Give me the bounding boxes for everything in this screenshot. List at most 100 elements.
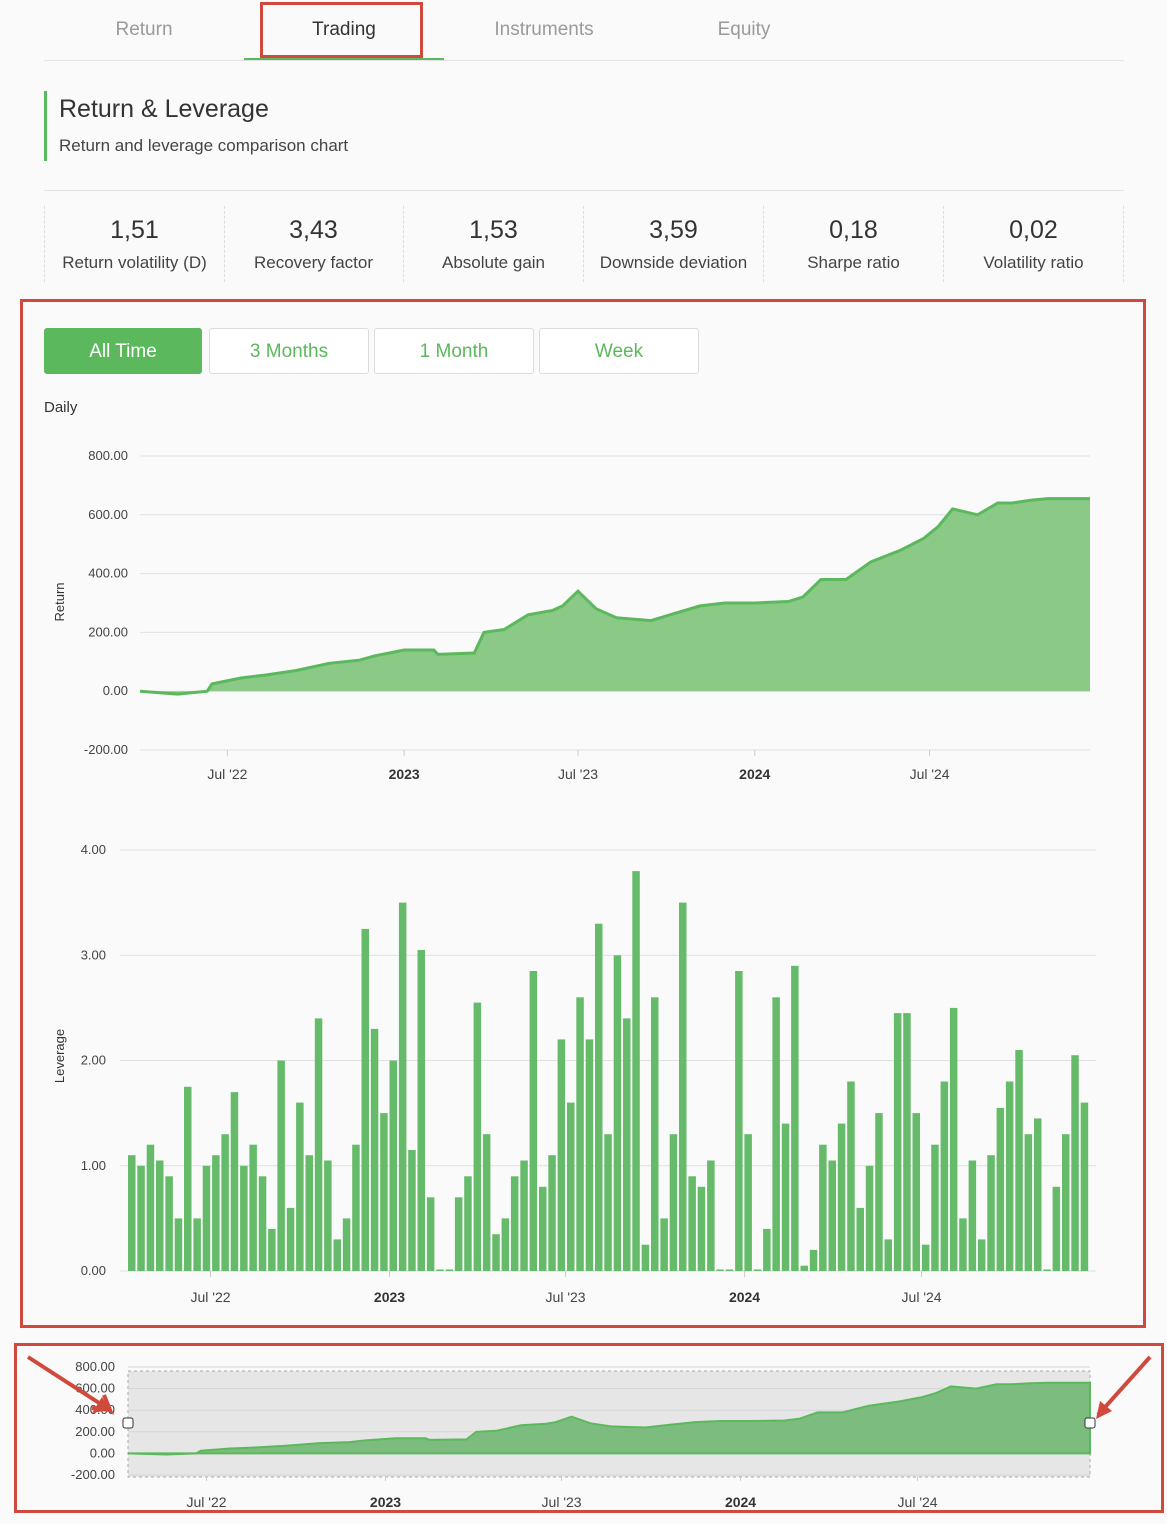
stat-volatility-ratio: 0,02 Volatility ratio: [944, 206, 1124, 282]
leverage-bar: [791, 965, 799, 1271]
leverage-bar: [520, 1160, 528, 1271]
leverage-bar: [268, 1228, 276, 1271]
range-all-time-button[interactable]: All Time: [44, 328, 202, 374]
leverage-y-tick: 3.00: [81, 947, 106, 962]
stat-return-volatility: 1,51 Return volatility (D): [44, 206, 225, 282]
leverage-bar: [688, 1176, 696, 1271]
leverage-bar: [333, 1239, 341, 1271]
leverage-bar: [604, 1134, 612, 1271]
leverage-bar: [1015, 1050, 1023, 1271]
leverage-bar: [240, 1165, 248, 1272]
return-y-tick: 400.00: [88, 566, 128, 581]
return-y-tick: 800.00: [88, 448, 128, 463]
leverage-bar: [445, 1269, 454, 1271]
return-y-tick: -200.00: [84, 742, 128, 757]
leverage-bar: [352, 1144, 360, 1271]
leverage-bar: [651, 997, 659, 1271]
leverage-bar: [510, 1176, 519, 1271]
leverage-axis-label: Leverage: [52, 1029, 67, 1083]
stat-value: 3,59: [649, 216, 698, 244]
return-x-tick: Jul '23: [558, 766, 598, 782]
leverage-bar: [342, 1218, 351, 1271]
leverage-bar: [1080, 1102, 1089, 1271]
tab-instruments[interactable]: Instruments: [494, 19, 594, 40]
return-line: [139, 497, 1090, 696]
leverage-bar: [856, 1207, 864, 1271]
navigator-x-tick: Jul '22: [187, 1494, 227, 1510]
tab-equity[interactable]: Equity: [717, 19, 771, 40]
leverage-bar: [146, 1144, 155, 1271]
leverage-bar: [212, 1155, 220, 1271]
range-week-button[interactable]: Week: [539, 328, 699, 374]
leverage-bar: [819, 1144, 827, 1271]
leverage-bar: [772, 997, 780, 1271]
leverage-bar: [996, 1107, 1005, 1271]
leverage-bar: [893, 1013, 902, 1271]
leverage-bar: [380, 1113, 388, 1271]
leverage-bar: [585, 1039, 594, 1271]
stats-row: 1,51 Return volatility (D) 3,43 Recovery…: [44, 206, 1124, 282]
leverage-bar: [1062, 1134, 1070, 1271]
leverage-x-tick: Jul '24: [902, 1289, 942, 1305]
navigator-y-tick: 0.00: [90, 1445, 115, 1460]
arrow-right-icon: [1096, 1355, 1152, 1417]
leverage-bar: [557, 1039, 566, 1271]
leverage-bar: [567, 1102, 575, 1271]
section-subtitle: Return and leverage comparison chart: [59, 136, 349, 155]
section-header: Return & Leverage Return and leverage co…: [44, 91, 348, 161]
stat-value: 0,18: [829, 216, 878, 244]
stat-value: 3,43: [289, 216, 338, 244]
range-1-month-button[interactable]: 1 Month: [374, 328, 534, 374]
leverage-bar: [473, 1002, 482, 1271]
leverage-x-tick: 2024: [729, 1289, 760, 1305]
leverage-bar: [800, 1265, 808, 1271]
leverage-bar: [968, 1160, 977, 1271]
leverage-bar: [548, 1155, 556, 1271]
leverage-bar: [258, 1176, 267, 1271]
leverage-bar: [417, 950, 425, 1271]
leverage-y-tick: 0.00: [81, 1263, 106, 1278]
navigator-left-handle[interactable]: [122, 1417, 134, 1429]
leverage-chart: 4.00 3.00 2.00 1.00 0.00 Jul '22 2023 Jul '23 2…: [52, 842, 1096, 1305]
leverage-bar: [482, 1134, 491, 1271]
leverage-bar: [828, 1160, 836, 1271]
tab-trading[interactable]: Trading: [244, 0, 444, 60]
leverage-bar: [277, 1060, 285, 1271]
leverage-bar: [539, 1186, 547, 1271]
leverage-bar: [389, 1060, 397, 1271]
leverage-bar: [697, 1186, 706, 1271]
leverage-bar: [174, 1218, 183, 1271]
stat-label: Volatility ratio: [983, 253, 1084, 272]
leverage-bar: [286, 1207, 295, 1271]
leverage-bar: [398, 902, 407, 1271]
leverage-bar: [865, 1165, 874, 1272]
arrow-left-head-icon: [92, 1397, 110, 1413]
navigator-right-handle[interactable]: [1084, 1417, 1096, 1429]
stat-label: Return volatility (D): [62, 253, 207, 272]
leverage-bar: [1052, 1186, 1061, 1271]
return-y-tick: 200.00: [88, 624, 128, 639]
leverage-bar: [576, 997, 584, 1271]
range-3-months-button[interactable]: 3 Months: [209, 328, 369, 374]
leverage-bar: [202, 1165, 211, 1272]
arrow-right-head-icon: [1096, 1401, 1112, 1419]
leverage-bar: [314, 1018, 323, 1271]
leverage-bar: [613, 955, 622, 1272]
leverage-bar: [707, 1160, 715, 1271]
leverage-x-tick: Jul '23: [546, 1289, 586, 1305]
leverage-bar: [744, 1134, 752, 1271]
return-x-tick: 2024: [739, 766, 770, 782]
leverage-bar: [931, 1144, 939, 1271]
return-x-tick: Jul '24: [910, 766, 950, 782]
leverage-bar: [305, 1155, 313, 1271]
leverage-y-tick: 4.00: [81, 842, 106, 857]
return-x-tick: Jul '22: [207, 766, 247, 782]
leverage-bar: [454, 1197, 463, 1271]
leverage-bar: [847, 1081, 855, 1271]
leverage-bar: [623, 1018, 631, 1271]
return-chart: 800.00 600.00 400.00 200.00 0.00 -200.00 Jul …: [52, 448, 1090, 782]
tab-return[interactable]: Return: [115, 19, 173, 40]
leverage-bar: [809, 1249, 818, 1271]
leverage-bar: [137, 1165, 145, 1272]
return-axis-label: Return: [52, 582, 67, 621]
